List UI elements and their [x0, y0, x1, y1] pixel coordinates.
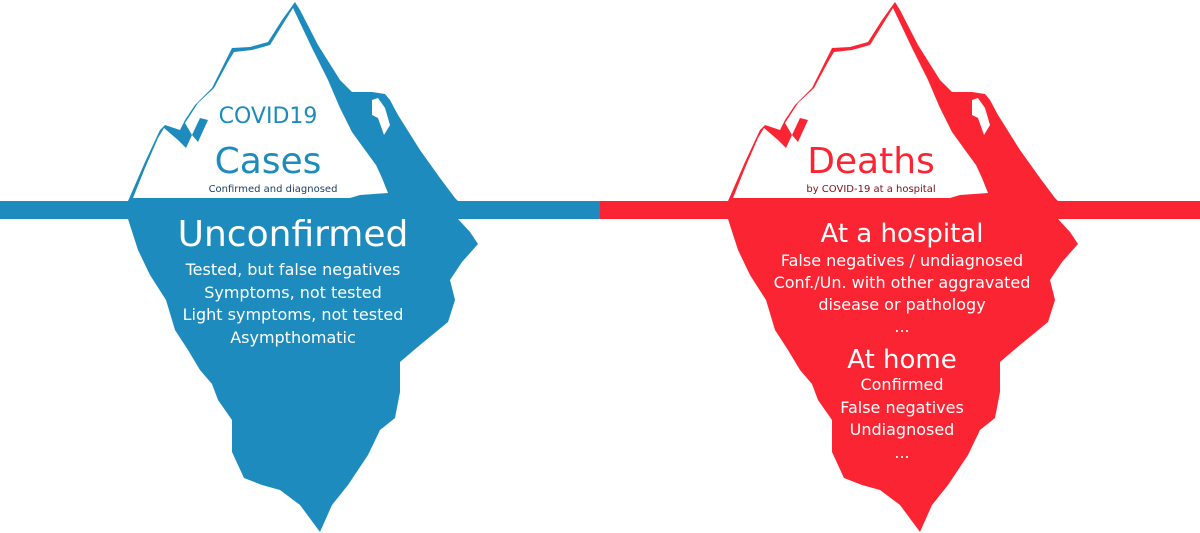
cases-title: Cases [214, 141, 322, 182]
cases-item: Tested, but false negatives [185, 260, 401, 279]
cases-crevice [192, 118, 208, 142]
cases-item: Asympthomatic [230, 327, 356, 347]
deaths-hospital-item: False negatives / undiagnosed [780, 251, 1024, 270]
deaths-crevice [792, 118, 808, 142]
deaths-title: Deaths [807, 141, 935, 182]
cases-iceberg-body [128, 219, 478, 532]
deaths-hospital-item: disease or pathology [818, 295, 986, 314]
deaths-iceberg [728, 2, 1078, 532]
deaths-hospital-item: ... [894, 317, 910, 336]
cases-snow-cap [133, 8, 388, 198]
cases-item: Symptoms, not tested [204, 282, 382, 302]
cases-waterline [0, 201, 600, 219]
deaths-hospital-list: False negatives / undiagnosed Conf./Un. … [742, 250, 1062, 338]
cases-iceberg [128, 2, 478, 532]
cases-subtitle: Confirmed and diagnosed [208, 184, 338, 195]
deaths-home-list: Confirmed False negatives Undiagnosed ..… [752, 374, 1052, 464]
deaths-snow-cap [733, 8, 988, 198]
cases-item: Light symptoms, not tested [182, 305, 404, 324]
deaths-waterline [600, 201, 1200, 219]
cases-items-list: Tested, but false negatives Symptoms, no… [143, 259, 443, 349]
deaths-subtitle: by COVID-19 at a hospital [806, 184, 936, 195]
cases-right-peak [372, 98, 390, 135]
cases-heading-unconfirmed: Unconfirmed [177, 214, 409, 255]
deaths-home-item: False negatives [840, 397, 964, 417]
deaths-hospital-item: Conf./Un. with other aggravated [773, 273, 1031, 292]
deaths-heading-home: At home [847, 345, 957, 375]
deaths-heading-hospital: At a hospital [820, 219, 984, 249]
deaths-iceberg-body [728, 219, 1078, 532]
deaths-home-item: Confirmed [860, 375, 944, 394]
deaths-home-item: Undiagnosed [849, 420, 955, 439]
deaths-right-peak [972, 98, 990, 135]
cases-title-small: COVID19 [218, 104, 318, 129]
deaths-home-item: ... [894, 442, 910, 462]
